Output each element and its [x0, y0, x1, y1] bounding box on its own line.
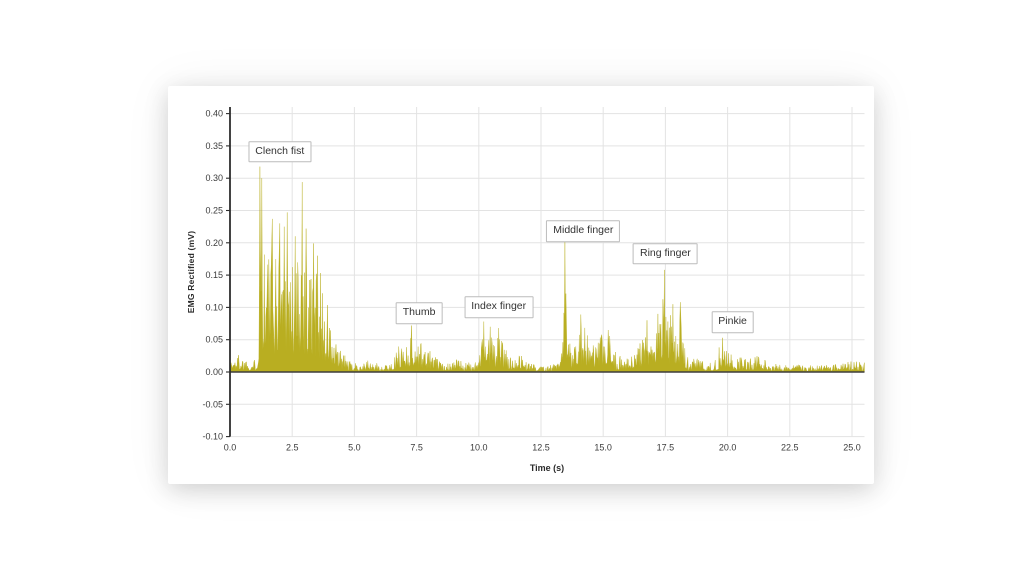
emg-trace	[229, 166, 865, 373]
svg-text:17.5: 17.5	[657, 443, 675, 453]
x-tick-labels: 0.0 2.5 5.0 7.5 10.0 12.5 15.0 17.5 20.0 22.5 25.0	[224, 443, 861, 453]
annotation-thumb: Thumb	[395, 302, 443, 324]
svg-text:-0.10: -0.10	[202, 432, 223, 442]
annotation-index-finger: Index finger	[464, 296, 534, 319]
x-axis-title: Time (s)	[529, 463, 565, 473]
emg-chart: -0.10 -0.05 0.00 0.05 0.10 0.15 0.20 0.25 0.30 0.…	[202, 107, 865, 453]
annotation-clench-fist: Clench fist	[248, 140, 312, 163]
svg-text:0.00: 0.00	[205, 367, 223, 377]
svg-text:5.0: 5.0	[348, 443, 361, 453]
svg-text:12.5: 12.5	[532, 443, 550, 453]
svg-text:0.35: 0.35	[205, 141, 223, 151]
svg-text:0.30: 0.30	[205, 173, 223, 183]
svg-text:20.0: 20.0	[719, 443, 737, 453]
grid-lines	[229, 107, 865, 438]
svg-text:0.20: 0.20	[205, 238, 223, 248]
svg-text:0.10: 0.10	[205, 302, 223, 312]
svg-text:0.25: 0.25	[205, 206, 223, 216]
svg-text:0.15: 0.15	[205, 270, 223, 280]
svg-text:-0.05: -0.05	[202, 399, 223, 409]
svg-text:0.05: 0.05	[205, 335, 223, 345]
svg-text:2.5: 2.5	[286, 443, 299, 453]
chart-card: -0.10 -0.05 0.00 0.05 0.10 0.15 0.20 0.25 0.30 0.…	[168, 86, 874, 484]
annotation-ring-finger: Ring finger	[633, 243, 698, 265]
svg-text:22.5: 22.5	[781, 443, 799, 453]
svg-text:10.0: 10.0	[470, 443, 488, 453]
svg-text:25.0: 25.0	[843, 443, 861, 453]
y-tick-labels: -0.10 -0.05 0.00 0.05 0.10 0.15 0.20 0.25 0.30 0.…	[202, 109, 223, 442]
annotation-middle-finger: Middle finger	[546, 220, 621, 242]
svg-text:0.0: 0.0	[224, 443, 237, 453]
y-axis-title: EMG Rectified (mV)	[186, 230, 196, 314]
annotation-pinkie: Pinkie	[711, 311, 754, 334]
y-tick-marks	[226, 113, 230, 438]
svg-text:0.40: 0.40	[205, 109, 223, 119]
svg-text:15.0: 15.0	[594, 443, 612, 453]
svg-text:7.5: 7.5	[410, 443, 423, 453]
